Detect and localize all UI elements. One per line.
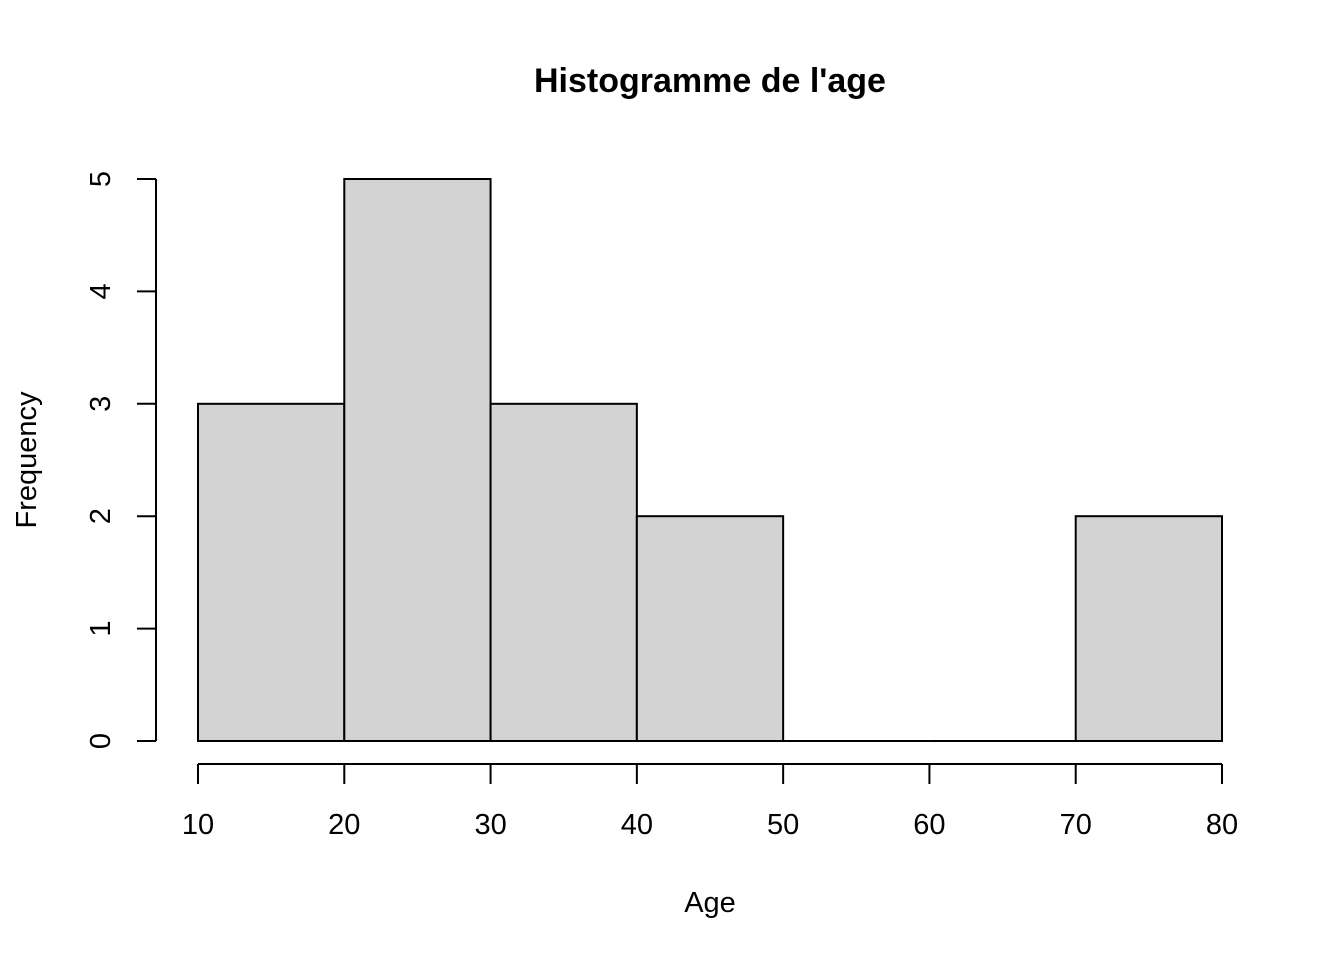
- y-tick-label-3: 3: [85, 396, 117, 412]
- histogram-bar-30-40: [489, 402, 638, 742]
- y-axis-label: Frequency: [11, 391, 43, 529]
- y-tick-label-1: 1: [85, 621, 117, 637]
- histogram-bar-70-80: [1074, 515, 1223, 743]
- chart-title: Histogramme de l'age: [534, 62, 886, 100]
- x-tick-label-70: 70: [1060, 809, 1092, 841]
- y-tick-label-4: 4: [85, 283, 117, 299]
- y-tick-label-2: 2: [85, 508, 117, 524]
- x-tick-label-30: 30: [474, 809, 506, 841]
- histogram-bar-20-30: [343, 178, 492, 742]
- x-axis-label: Age: [684, 887, 736, 919]
- bars-group: [197, 178, 1223, 743]
- x-tick-label-10: 10: [182, 809, 214, 841]
- x-tick-label-80: 80: [1206, 809, 1238, 841]
- histogram-bar-40-50: [635, 515, 785, 743]
- x-tick-label-40: 40: [621, 809, 653, 841]
- x-axis: 10 20 30 40 50 60 70 80: [182, 763, 1238, 841]
- histogram-bar-10-20: [197, 402, 346, 742]
- y-tick-label-0: 0: [85, 733, 117, 749]
- x-tick-label-20: 20: [328, 809, 360, 841]
- x-tick-label-60: 60: [913, 809, 945, 841]
- y-axis: 0 1 2 3 4 5: [85, 171, 157, 749]
- x-tick-label-50: 50: [767, 809, 799, 841]
- y-tick-label-5: 5: [85, 171, 117, 187]
